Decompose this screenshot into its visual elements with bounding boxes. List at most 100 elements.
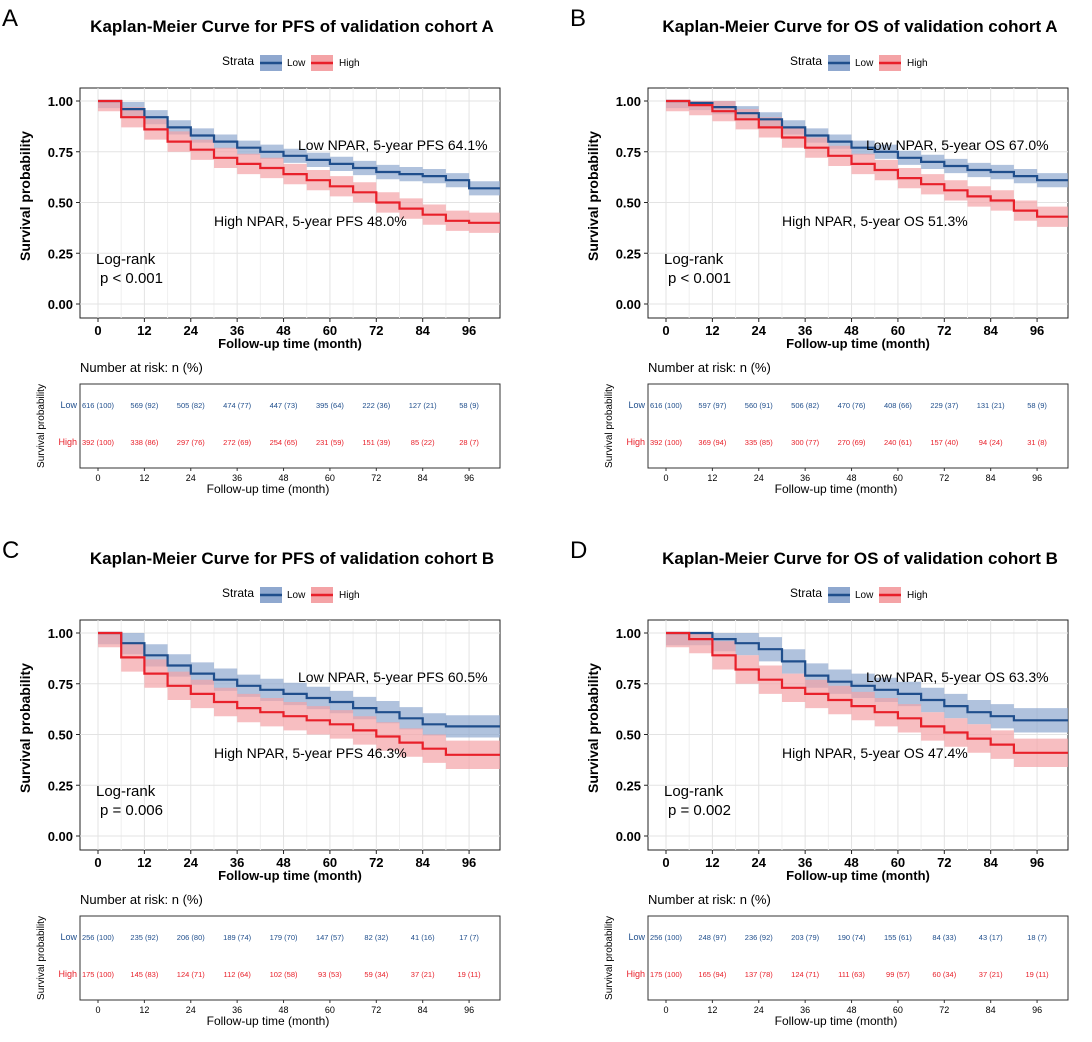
risk-table-ylabel: Survival probability bbox=[604, 384, 615, 468]
risk-cell-high: 335 (85) bbox=[745, 438, 773, 447]
risk-x-tick-label: 0 bbox=[95, 1005, 100, 1015]
risk-table-frame bbox=[79, 383, 501, 469]
risk-x-tick-label: 84 bbox=[986, 473, 996, 483]
x-tick-label: 12 bbox=[705, 323, 719, 338]
x-tick-label: 60 bbox=[891, 855, 905, 870]
risk-table-frame bbox=[647, 915, 1069, 1001]
risk-row-label-high: High bbox=[58, 969, 77, 979]
risk-table-header: Number at risk: n (%) bbox=[80, 360, 203, 375]
risk-cell-low: 236 (92) bbox=[745, 933, 773, 942]
risk-cell-low: 616 (100) bbox=[650, 401, 683, 410]
risk-cell-high: 124 (71) bbox=[791, 970, 819, 979]
y-tick-label: 0.75 bbox=[616, 677, 641, 692]
logrank-p: p < 0.001 bbox=[100, 270, 163, 287]
risk-table-header: Number at risk: n (%) bbox=[648, 360, 771, 375]
x-tick-label: 60 bbox=[323, 855, 337, 870]
risk-cell-low: 82 (32) bbox=[364, 933, 388, 942]
risk-x-tick-label: 0 bbox=[95, 473, 100, 483]
y-tick-label: 0.75 bbox=[48, 677, 73, 692]
risk-cell-high: 175 (100) bbox=[82, 970, 115, 979]
annotation-high: High NPAR, 5-year OS 47.4% bbox=[782, 745, 968, 761]
y-tick-label: 0.50 bbox=[616, 728, 641, 743]
risk-x-tick-label: 60 bbox=[325, 1005, 335, 1015]
risk-cell-low: 505 (82) bbox=[177, 401, 205, 410]
x-tick-label: 60 bbox=[323, 323, 337, 338]
risk-cell-high: 19 (11) bbox=[457, 970, 481, 979]
x-tick-label: 96 bbox=[462, 323, 476, 338]
risk-table-header: Number at risk: n (%) bbox=[648, 892, 771, 907]
annotation-low: Low NPAR, 5-year PFS 64.1% bbox=[298, 137, 488, 153]
risk-cell-high: 231 (59) bbox=[316, 438, 344, 447]
logrank-label: Log-rank bbox=[96, 251, 156, 268]
risk-cell-high: 392 (100) bbox=[82, 438, 115, 447]
x-tick-label: 12 bbox=[137, 323, 151, 338]
km-curve-high bbox=[666, 99, 1068, 218]
risk-x-tick-label: 72 bbox=[939, 1005, 949, 1015]
legend-title: Strata bbox=[222, 54, 254, 68]
risk-row-label-high: High bbox=[58, 437, 77, 447]
risk-x-axis-label: Follow-up time (month) bbox=[207, 1014, 330, 1028]
risk-cell-low: 155 (61) bbox=[884, 933, 912, 942]
risk-table-frame bbox=[79, 915, 501, 1001]
risk-x-tick-label: 84 bbox=[418, 1005, 428, 1015]
risk-cell-high: 124 (71) bbox=[177, 970, 205, 979]
x-tick-label: 24 bbox=[752, 323, 767, 338]
x-axis-label: Follow-up time (month) bbox=[218, 336, 362, 351]
risk-x-tick-label: 96 bbox=[464, 1005, 474, 1015]
risk-x-tick-label: 36 bbox=[232, 1005, 242, 1015]
risk-x-tick-label: 96 bbox=[464, 473, 474, 483]
risk-cell-low: 229 (37) bbox=[930, 401, 958, 410]
risk-x-tick-label: 60 bbox=[893, 473, 903, 483]
logrank-label: Log-rank bbox=[96, 783, 156, 800]
risk-x-tick-label: 24 bbox=[186, 1005, 196, 1015]
logrank-p: p < 0.001 bbox=[668, 270, 731, 287]
risk-cell-high: 151 (39) bbox=[362, 438, 390, 447]
risk-cell-low: 616 (100) bbox=[82, 401, 115, 410]
risk-row-label-low: Low bbox=[60, 932, 77, 942]
risk-cell-low: 189 (74) bbox=[223, 933, 251, 942]
risk-x-axis-label: Follow-up time (month) bbox=[207, 482, 330, 496]
risk-cell-high: 19 (11) bbox=[1025, 970, 1049, 979]
risk-row-label-high: High bbox=[626, 969, 645, 979]
y-tick-label: 0.00 bbox=[48, 297, 73, 312]
risk-x-tick-label: 12 bbox=[139, 473, 149, 483]
risk-cell-high: 369 (94) bbox=[698, 438, 726, 447]
legend-low-label: Low bbox=[855, 58, 874, 69]
km-curve-high bbox=[666, 631, 1068, 754]
risk-table-ylabel: Survival probability bbox=[36, 384, 47, 468]
risk-table-header: Number at risk: n (%) bbox=[80, 892, 203, 907]
risk-x-tick-label: 84 bbox=[418, 473, 428, 483]
x-tick-label: 12 bbox=[137, 855, 151, 870]
x-axis-label: Follow-up time (month) bbox=[786, 868, 930, 883]
risk-cell-high: 59 (34) bbox=[364, 970, 388, 979]
x-tick-label: 84 bbox=[983, 323, 998, 338]
y-tick-label: 0.50 bbox=[48, 728, 73, 743]
risk-cell-high: 300 (77) bbox=[791, 438, 819, 447]
risk-cell-low: 127 (21) bbox=[409, 401, 437, 410]
risk-cell-low: 560 (91) bbox=[745, 401, 773, 410]
risk-cell-high: 392 (100) bbox=[650, 438, 683, 447]
y-tick-label: 1.00 bbox=[616, 94, 641, 109]
x-tick-label: 12 bbox=[705, 855, 719, 870]
risk-x-tick-label: 60 bbox=[325, 473, 335, 483]
risk-table-frame bbox=[647, 383, 1069, 469]
chart-title: Kaplan-Meier Curve for PFS of validation… bbox=[90, 17, 494, 36]
risk-x-tick-label: 84 bbox=[986, 1005, 996, 1015]
risk-cell-high: 99 (57) bbox=[886, 970, 910, 979]
risk-cell-low: 256 (100) bbox=[82, 933, 115, 942]
x-tick-label: 96 bbox=[1030, 855, 1044, 870]
annotation-low: Low NPAR, 5-year OS 63.3% bbox=[866, 669, 1049, 685]
risk-x-tick-label: 24 bbox=[754, 1005, 764, 1015]
risk-x-tick-label: 12 bbox=[707, 473, 717, 483]
legend-low-label: Low bbox=[855, 590, 874, 601]
risk-cell-high: 175 (100) bbox=[650, 970, 683, 979]
x-tick-label: 60 bbox=[891, 323, 905, 338]
risk-x-tick-label: 0 bbox=[663, 1005, 668, 1015]
risk-row-label-high: High bbox=[626, 437, 645, 447]
y-axis-label: Survival probability bbox=[585, 663, 601, 793]
y-tick-label: 1.00 bbox=[616, 626, 641, 641]
risk-cell-low: 206 (80) bbox=[177, 933, 205, 942]
panel-c: C Kaplan-Meier Curve for PFS of validatio… bbox=[2, 537, 501, 1028]
risk-cell-low: 58 (9) bbox=[1027, 401, 1047, 410]
risk-cell-high: 37 (21) bbox=[979, 970, 1003, 979]
